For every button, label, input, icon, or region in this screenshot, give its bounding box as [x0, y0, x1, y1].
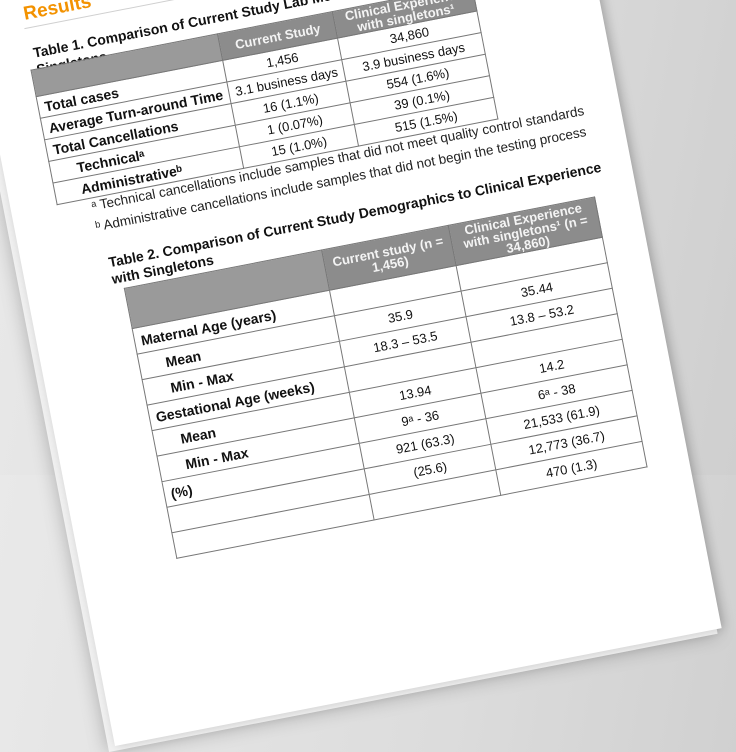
document-page: Results Table 1. Comparison of Current S…: [21, 0, 648, 559]
